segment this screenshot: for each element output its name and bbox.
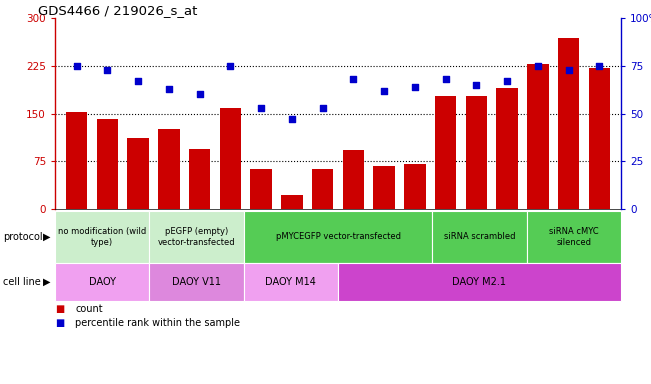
Text: percentile rank within the sample: percentile rank within the sample	[75, 318, 240, 328]
Bar	[527, 64, 549, 209]
Text: pMYCEGFP vector-transfected: pMYCEGFP vector-transfected	[275, 232, 400, 242]
Point	[533, 63, 543, 69]
Point	[102, 66, 113, 73]
Point	[348, 76, 359, 82]
Bar	[96, 119, 118, 209]
Point	[318, 105, 328, 111]
Text: siRNA cMYC
silenced: siRNA cMYC silenced	[549, 227, 599, 247]
Point	[133, 78, 143, 84]
Text: protocol: protocol	[3, 232, 43, 242]
Bar	[189, 149, 210, 209]
Text: DAOY V11: DAOY V11	[172, 277, 221, 287]
Bar	[465, 96, 487, 209]
Text: DAOY: DAOY	[89, 277, 116, 287]
Bar	[251, 169, 272, 209]
Text: DAOY M14: DAOY M14	[266, 277, 316, 287]
Point	[195, 91, 205, 98]
Point	[502, 78, 512, 84]
Text: no modification (wild
type): no modification (wild type)	[58, 227, 146, 247]
Text: DAOY M2.1: DAOY M2.1	[452, 277, 506, 287]
Point	[72, 63, 82, 69]
Bar	[374, 166, 395, 209]
Bar	[312, 169, 333, 209]
Bar	[158, 129, 180, 209]
Text: count: count	[75, 304, 103, 314]
Bar	[219, 108, 241, 209]
Point	[471, 82, 482, 88]
Bar	[281, 195, 303, 209]
Point	[594, 63, 605, 69]
Bar	[66, 112, 87, 209]
Bar	[404, 164, 426, 209]
Point	[379, 88, 389, 94]
Point	[409, 84, 420, 90]
Point	[256, 105, 266, 111]
Bar	[558, 38, 579, 209]
Bar	[589, 68, 610, 209]
Point	[441, 76, 451, 82]
Text: ▶: ▶	[43, 232, 51, 242]
Text: cell line: cell line	[3, 277, 41, 287]
Text: ■: ■	[55, 318, 64, 328]
Point	[163, 86, 174, 92]
Bar	[435, 96, 456, 209]
Bar	[342, 151, 364, 209]
Text: GDS4466 / 219026_s_at: GDS4466 / 219026_s_at	[38, 4, 197, 17]
Text: ■: ■	[55, 304, 64, 314]
Bar	[497, 88, 518, 209]
Text: pEGFP (empty)
vector-transfected: pEGFP (empty) vector-transfected	[158, 227, 235, 247]
Point	[564, 66, 574, 73]
Bar	[128, 138, 149, 209]
Point	[225, 63, 236, 69]
Point	[286, 116, 297, 122]
Text: ▶: ▶	[43, 277, 51, 287]
Text: siRNA scrambled: siRNA scrambled	[444, 232, 515, 242]
